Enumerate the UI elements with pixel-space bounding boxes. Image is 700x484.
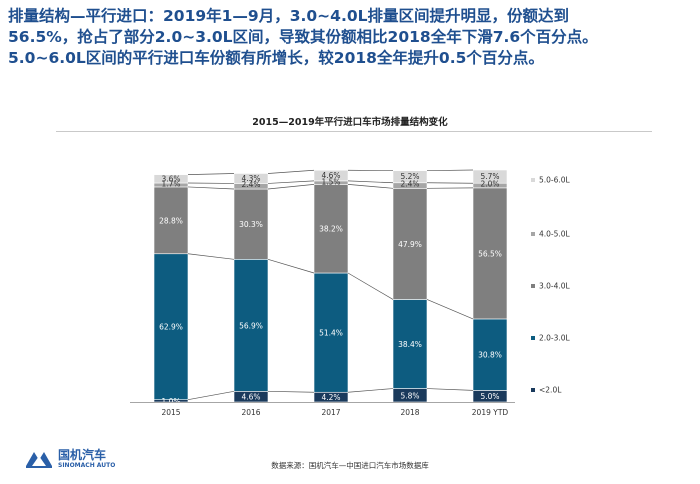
connector-line: [187, 186, 235, 190]
connector-line: [426, 299, 474, 320]
bar-segment-2: [392, 188, 428, 300]
bar-segment-4: [153, 174, 189, 184]
connector-line: [267, 169, 315, 174]
legend-swatch: [531, 336, 535, 340]
bar-segment-2: [472, 187, 508, 320]
bar-segment-4: [313, 169, 349, 182]
x-tick-label: 2016: [241, 408, 260, 417]
legend-label: 2.0-3.0L: [539, 334, 571, 343]
connector-line: [426, 169, 474, 172]
bar-segment-2: [313, 184, 349, 274]
legend-label: 3.0-4.0L: [539, 282, 571, 291]
x-tick-label: 2017: [321, 408, 340, 417]
data-label: 2.4%: [241, 180, 260, 189]
data-label: 47.9%: [398, 240, 422, 249]
bar-segment-4: [233, 173, 269, 184]
data-label: 4.6%: [241, 393, 260, 402]
headline-line-1: 排量结构—平行进口：2019年1—9月，3.0~4.0L排量区间提升明显，份额达…: [8, 7, 569, 25]
connector-line: [187, 173, 235, 175]
data-label: 1.7%: [161, 179, 180, 188]
data-label: 1.5%: [321, 177, 340, 186]
data-label: 1.0%: [161, 397, 180, 406]
connector-line: [267, 258, 315, 274]
bar-segment-2: [233, 188, 269, 260]
logo-subtitle: SINOMACH AUTO: [58, 462, 116, 469]
connector-line: [187, 253, 235, 260]
logo-name: 国机汽车: [58, 448, 107, 462]
data-label: 62.9%: [159, 323, 183, 332]
data-label: 38.4%: [398, 340, 422, 349]
headline: 排量结构—平行进口：2019年1—9月，3.0~4.0L排量区间提升明显，份额达…: [8, 6, 698, 69]
connector-line: [347, 184, 394, 189]
data-label: 5.2%: [400, 172, 419, 181]
connector-line: [347, 272, 394, 300]
data-label: 2.0%: [480, 180, 499, 189]
data-label: 30.3%: [239, 220, 263, 229]
bar-segment-1: [472, 318, 508, 391]
legend-swatch: [531, 232, 535, 236]
connector-line: [267, 180, 315, 184]
sinomach-logo: 国机汽车 SINOMACH AUTO: [24, 446, 144, 472]
legend-label: 4.0-5.0L: [539, 230, 571, 239]
bar-segment-4: [392, 170, 428, 184]
connector-line: [347, 180, 394, 184]
connector-line: [187, 390, 235, 401]
data-label: 28.8%: [159, 216, 183, 225]
legend-label: 5.0-6.0L: [539, 176, 571, 185]
headline-line-2: 56.5%，抢占了部分2.0~3.0L区间，导致其份额相比2018全年下滑7.6…: [8, 28, 598, 46]
connector-line: [267, 184, 315, 190]
data-label: 5.0%: [480, 392, 499, 401]
data-label: 56.5%: [478, 249, 502, 258]
legend-label: <2.0L: [539, 386, 562, 395]
x-tick-label: 2019 YTD: [472, 408, 509, 417]
headline-line-3: 5.0~6.0L区间的平行进口车份额有所增长，较2018全年提升0.5个百分点。: [8, 49, 544, 67]
legend-swatch: [531, 178, 535, 182]
data-source: 数据来源：国机汽车—中国进口汽车市场数据库: [271, 461, 429, 470]
connector-line: [267, 390, 315, 393]
bar-segment-1: [233, 259, 269, 392]
data-label: 2.4%: [400, 179, 419, 188]
data-label: 56.9%: [239, 321, 263, 330]
legend-swatch: [531, 284, 535, 288]
connector-line: [426, 388, 474, 391]
x-tick-label: 2018: [400, 408, 419, 417]
data-label: 3.6%: [161, 174, 180, 183]
title-divider: [56, 131, 652, 132]
connector-line: [347, 388, 394, 393]
data-label: 51.4%: [319, 329, 343, 338]
bar-segment-1: [392, 299, 428, 389]
data-label: 30.8%: [478, 351, 502, 360]
chart-title: 2015—2019年平行进口车市场排量结构变化: [252, 117, 448, 128]
data-label: 38.2%: [319, 225, 343, 234]
data-label: 4.6%: [321, 171, 340, 180]
data-label: 4.2%: [321, 393, 340, 402]
legend-swatch: [531, 388, 535, 392]
data-label: 5.7%: [480, 172, 499, 181]
data-label: 5.8%: [400, 391, 419, 400]
bar-segment-1: [313, 272, 349, 393]
sinomach-logo-icon: [26, 452, 52, 468]
bar-segment-2: [153, 186, 189, 255]
bar-segment-4: [472, 169, 508, 184]
x-tick-label: 2015: [161, 408, 180, 417]
data-label: 4.3%: [241, 174, 260, 183]
